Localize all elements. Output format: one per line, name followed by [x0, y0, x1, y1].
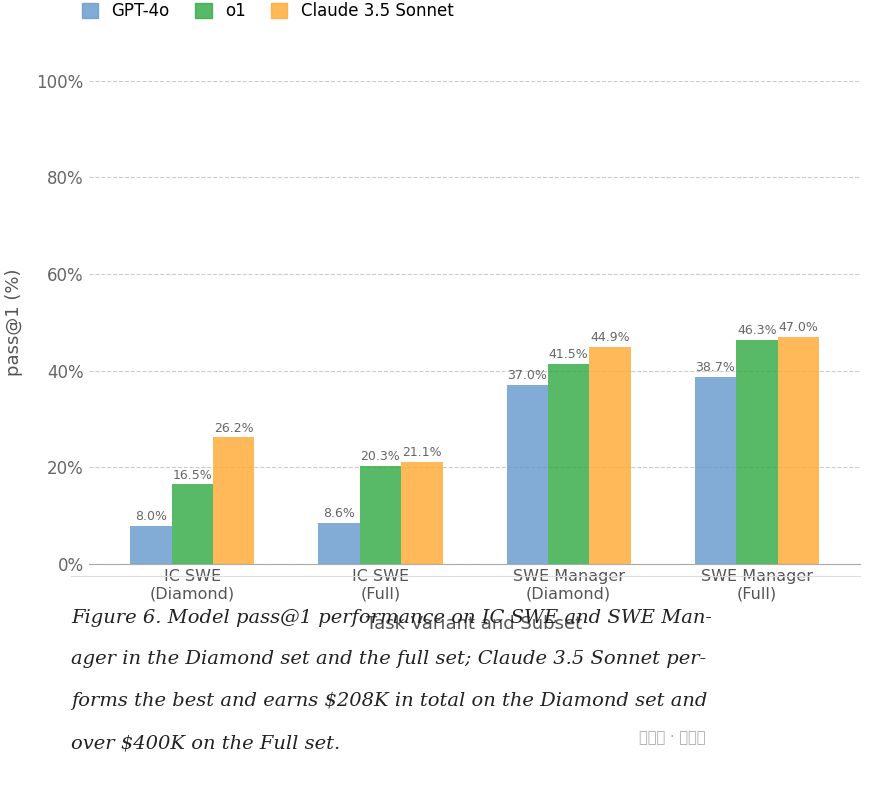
Text: 41.5%: 41.5%: [548, 347, 588, 360]
Bar: [360, 466, 400, 564]
Text: forms the best and earns $208K in total on the Diamond set and: forms the best and earns $208K in total …: [71, 692, 706, 710]
Bar: [318, 522, 360, 564]
Bar: [400, 462, 442, 564]
Text: 公众号 · 新智元: 公众号 · 新智元: [638, 730, 704, 746]
Text: 37.0%: 37.0%: [507, 369, 547, 382]
Text: 16.5%: 16.5%: [172, 468, 212, 481]
Bar: [735, 340, 777, 564]
Bar: [171, 484, 213, 564]
Text: 38.7%: 38.7%: [695, 361, 734, 374]
Text: 26.2%: 26.2%: [214, 422, 253, 434]
Bar: [548, 364, 588, 564]
Text: Figure 6. Model pass@1 performance on IC SWE and SWE Man-: Figure 6. Model pass@1 performance on IC…: [71, 609, 711, 626]
Bar: [213, 438, 254, 564]
Bar: [694, 377, 735, 564]
Text: 20.3%: 20.3%: [360, 450, 400, 463]
Bar: [777, 337, 818, 564]
Text: over $400K on the Full set.: over $400K on the Full set.: [71, 734, 340, 752]
Bar: [506, 385, 548, 564]
Text: 47.0%: 47.0%: [777, 321, 817, 334]
Y-axis label: pass@1 (%): pass@1 (%): [4, 268, 23, 376]
Text: ager in the Diamond set and the full set; Claude 3.5 Sonnet per-: ager in the Diamond set and the full set…: [71, 650, 705, 668]
Text: 44.9%: 44.9%: [589, 331, 629, 344]
Legend: GPT-4o, o1, Claude 3.5 Sonnet: GPT-4o, o1, Claude 3.5 Sonnet: [82, 2, 453, 20]
Text: 8.6%: 8.6%: [323, 507, 354, 520]
Text: 46.3%: 46.3%: [736, 324, 776, 338]
Bar: [588, 347, 630, 564]
X-axis label: Task Variant and Subset: Task Variant and Subset: [366, 615, 582, 634]
Text: 8.0%: 8.0%: [135, 509, 167, 522]
Bar: [130, 526, 171, 564]
Text: 21.1%: 21.1%: [401, 447, 441, 459]
